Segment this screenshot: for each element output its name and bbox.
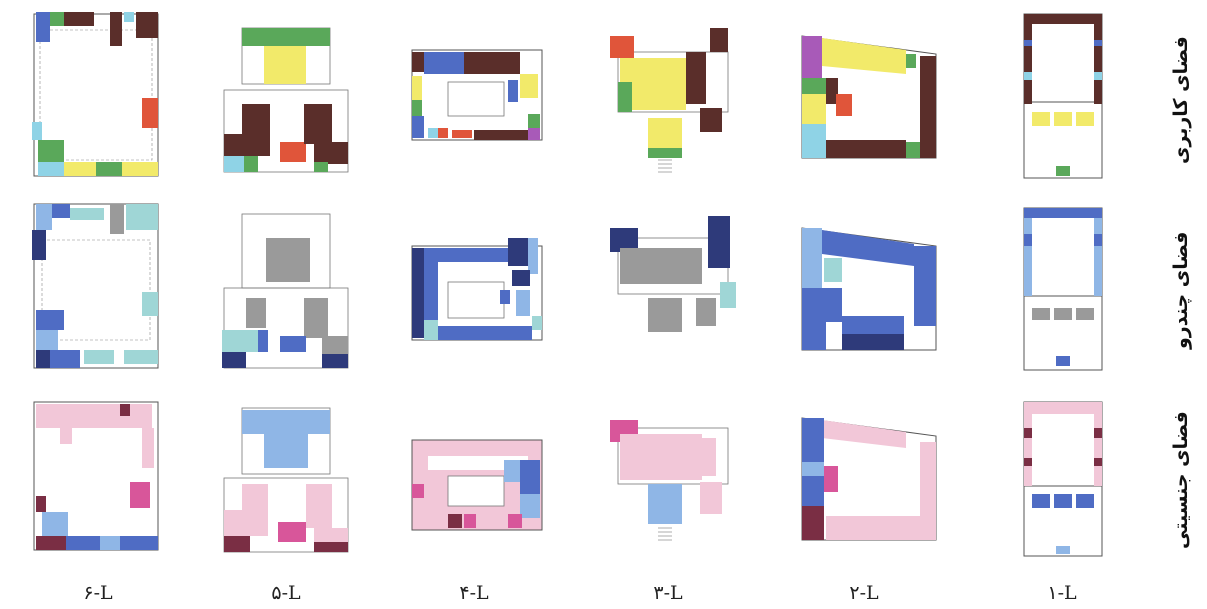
plan-l6-usage-svg bbox=[32, 12, 159, 177]
plan-l4-usage-svg bbox=[411, 49, 543, 141]
plan-l6-multi-svg bbox=[32, 203, 159, 369]
plan-l4-multi-svg bbox=[411, 238, 543, 341]
plan-l4-gender-svg bbox=[411, 439, 543, 531]
plan-l5-gender bbox=[218, 400, 354, 556]
plan-l1-multi-svg bbox=[1023, 207, 1103, 371]
plan-l6-gender bbox=[30, 398, 162, 554]
col-label-l5: ۵-L bbox=[271, 582, 301, 604]
plan-l1-gender bbox=[1018, 398, 1108, 560]
plan-l2-usage-svg bbox=[801, 35, 937, 159]
plan-l4-multi bbox=[408, 234, 554, 344]
plan-l2-multi bbox=[796, 222, 942, 354]
plan-l3-gender bbox=[600, 398, 746, 548]
plan-l6-gender-svg bbox=[33, 401, 159, 551]
row-label-multi: فضای چندرو bbox=[1170, 231, 1192, 349]
plan-l3-multi-svg bbox=[610, 216, 736, 332]
col-label-l2: ۲-L bbox=[849, 582, 879, 604]
col-label-l4: ۴-L bbox=[459, 582, 489, 604]
plan-l3-multi bbox=[600, 212, 746, 354]
plan-l5-usage bbox=[218, 20, 354, 176]
plan-l2-usage bbox=[796, 30, 942, 162]
row-label-usage: فضای کاربری bbox=[1170, 36, 1192, 164]
plan-l5-gender-svg bbox=[223, 407, 349, 553]
plan-l1-gender-svg bbox=[1023, 401, 1103, 557]
plan-l3-usage-svg bbox=[610, 28, 729, 173]
plan-l6-multi bbox=[30, 200, 162, 372]
plan-l2-gender bbox=[796, 412, 942, 544]
col-label-l6: ۶-L bbox=[83, 582, 113, 604]
plan-l5-multi-svg bbox=[222, 213, 349, 369]
plan-l4-gender bbox=[408, 430, 554, 536]
plan-l5-multi bbox=[218, 206, 354, 372]
col-label-l1: ۱-L bbox=[1047, 582, 1077, 604]
plan-l5-usage-svg bbox=[223, 27, 349, 173]
plan-l1-multi bbox=[1018, 204, 1108, 374]
plan-l2-multi-svg bbox=[801, 227, 937, 351]
row-label-gender: فضای جنسیتی bbox=[1170, 411, 1192, 549]
plan-l2-gender-svg bbox=[801, 417, 937, 541]
plan-l1-usage-svg bbox=[1023, 13, 1103, 179]
plan-l3-gender-svg bbox=[610, 420, 729, 541]
col-label-l3: ۳-L bbox=[653, 582, 683, 604]
plan-l6-usage bbox=[30, 10, 162, 180]
plan-l4-usage bbox=[408, 44, 554, 144]
plan-l3-usage bbox=[600, 24, 746, 180]
plan-l1-usage bbox=[1018, 10, 1108, 182]
